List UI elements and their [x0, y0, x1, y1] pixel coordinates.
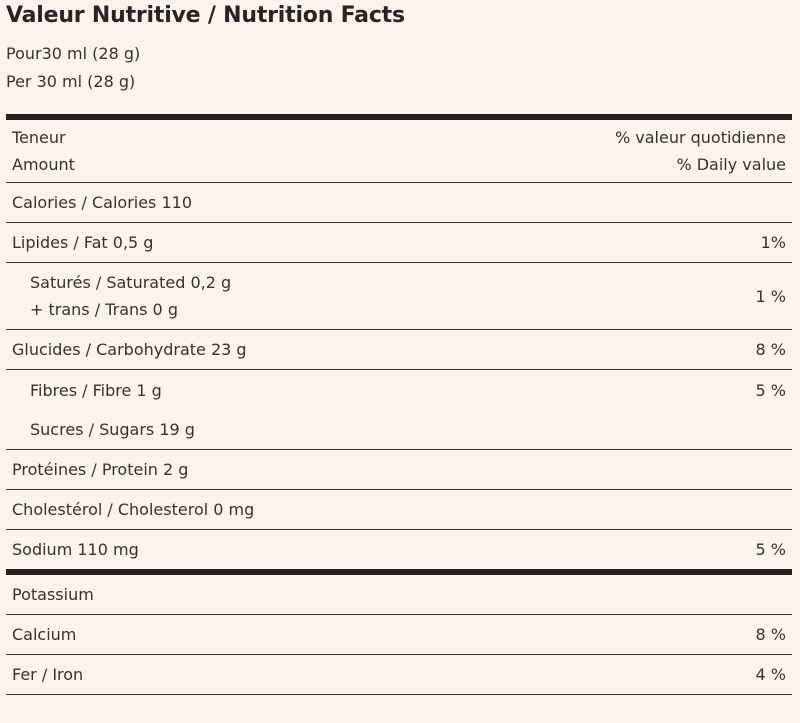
nutrient-dv: 1% — [760, 233, 786, 252]
divider — [6, 614, 792, 615]
nutrient-row-iron: Fer / Iron 4 % — [6, 655, 792, 694]
serving-size-fr: Pour30 ml (28 g) — [6, 44, 141, 63]
divider — [6, 182, 792, 183]
daily-value-label-fr: % valeur quotidienne — [614, 128, 786, 147]
divider — [6, 654, 792, 655]
nutrient-label: Protéines / Protein 2 g — [12, 460, 189, 479]
divider — [6, 449, 792, 450]
nutrient-label: + trans / Trans 0 g — [30, 300, 178, 319]
divider — [6, 262, 792, 263]
nutrient-label: Sucres / Sugars 19 g — [30, 420, 195, 439]
thick-divider — [6, 569, 792, 575]
nutrient-label: Saturés / Saturated 0,2 g — [30, 273, 232, 292]
divider — [6, 369, 792, 370]
serving-size-en: Per 30 ml (28 g) — [6, 72, 136, 91]
nutrient-label: Cholestérol / Cholesterol 0 mg — [12, 500, 255, 519]
divider — [6, 222, 792, 223]
nutrient-row-protein: Protéines / Protein 2 g — [6, 450, 792, 489]
amount-label-en: Amount — [12, 155, 75, 174]
nutrient-row-fat: Lipides / Fat 0,5 g 1% — [6, 223, 792, 262]
nutrient-label: Potassium — [12, 585, 94, 604]
nutrient-label: Sodium 110 mg — [12, 540, 139, 559]
nutrient-dv: 5 % — [755, 540, 786, 559]
divider — [6, 489, 792, 490]
daily-value-label-en: % Daily value — [676, 155, 786, 174]
nutrient-row-potassium: Potassium — [6, 575, 792, 614]
nutrient-dv: 8 % — [755, 340, 786, 359]
nutrient-label: Lipides / Fat 0,5 g — [12, 233, 154, 252]
nutrient-dv: 4 % — [755, 665, 786, 684]
thick-divider — [6, 114, 792, 120]
nutrient-row-carbohydrate: Glucides / Carbohydrate 23 g 8 % — [6, 330, 792, 369]
nutrient-row-calcium: Calcium 8 % — [6, 615, 792, 654]
divider — [6, 694, 792, 695]
nutrient-row-cholesterol: Cholestérol / Cholesterol 0 mg — [6, 490, 792, 529]
nutrient-label: Glucides / Carbohydrate 23 g — [12, 340, 247, 359]
nutrient-dv: 8 % — [755, 625, 786, 644]
nutrient-dv: 5 % — [755, 380, 786, 400]
nutrient-label: Calcium — [12, 625, 77, 644]
nutrient-row-calories: Calories / Calories 110 — [6, 183, 792, 222]
nutrient-row-saturated-trans: Saturés / Saturated 0,2 g + trans / Tran… — [6, 263, 792, 329]
divider — [6, 329, 792, 330]
page-title: Valeur Nutritive / Nutrition Facts — [6, 3, 405, 28]
nutrition-table: Teneur Amount % valeur quotidienne % Dai… — [6, 114, 792, 695]
table-header: Teneur Amount % valeur quotidienne % Dai… — [6, 120, 792, 182]
nutrient-row-fibre-sugars: Fibres / Fibre 1 g 5 % Sucres / Sugars 1… — [6, 370, 792, 449]
nutrient-label: Calories / Calories 110 — [12, 193, 193, 212]
amount-label-fr: Teneur — [12, 128, 66, 147]
nutrient-row-sodium: Sodium 110 mg 5 % — [6, 530, 792, 569]
nutrient-dv: 1 % — [755, 286, 786, 306]
nutrient-label: Fibres / Fibre 1 g — [30, 380, 162, 400]
nutrient-label: Fer / Iron — [12, 665, 84, 684]
divider — [6, 529, 792, 530]
